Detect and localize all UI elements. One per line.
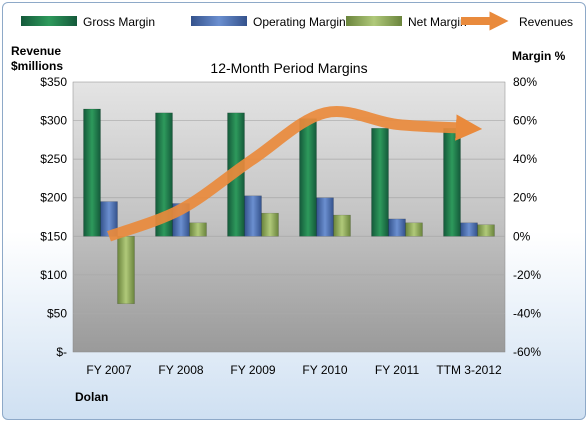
bar-net-margin-fy-2007 — [117, 236, 135, 305]
margins-chart: Gross Margin Operating Margin Net Margin Re… — [11, 11, 573, 404]
bar-net-margin-fy-2010 — [333, 214, 351, 237]
bar-net-margin-ttm-3-2012 — [477, 224, 495, 237]
right-tick-label: -60% — [513, 345, 541, 359]
bar-gross-margin-fy-2008 — [155, 112, 173, 237]
footer-label: Dolan — [75, 390, 108, 404]
legend-label-revenues: Revenues — [519, 15, 573, 29]
left-axis-ticks: $350 $300 $250 $200 $150 $100 $50 $- — [40, 75, 67, 359]
left-tick-label: $200 — [40, 191, 67, 205]
right-axis-ticks: 80% 60% 40% 20% 0% -20% -40% -60% — [513, 75, 541, 359]
category-label: FY 2010 — [302, 363, 347, 377]
revenue-line — [107, 106, 483, 242]
right-tick-label: 40% — [513, 152, 537, 166]
bar-net-margin-fy-2009 — [261, 212, 279, 237]
category-label: TTM 3-2012 — [436, 363, 502, 377]
bar-gross-margin-ttm-3-2012 — [443, 128, 461, 237]
right-tick-label: 0% — [513, 229, 531, 243]
chart-legend: Gross Margin Operating Margin Net Margin Re… — [21, 11, 573, 31]
legend-swatch-gross-margin — [21, 16, 77, 26]
right-axis-label: Margin % — [512, 49, 566, 63]
right-tick-label: 60% — [513, 114, 537, 128]
revenues-line-path — [107, 106, 483, 242]
category-label: FY 2009 — [230, 363, 275, 377]
left-axis-label-line2: $millions — [11, 59, 63, 73]
left-tick-label: $250 — [40, 152, 67, 166]
bar-gross-margin-fy-2011 — [371, 128, 389, 237]
left-tick-label: $- — [56, 345, 67, 359]
right-tick-label: 20% — [513, 191, 537, 205]
legend-swatch-operating-margin — [191, 16, 247, 26]
category-label: FY 2011 — [375, 363, 420, 377]
category-labels: FY 2007 FY 2008 FY 2009 FY 2010 FY 2011 TTM 3… — [86, 363, 502, 377]
right-tick-label: -40% — [513, 306, 541, 320]
bar-net-margin-fy-2011 — [405, 222, 423, 237]
bar-operating-margin-fy-2010 — [316, 197, 334, 237]
chart-title: 12-Month Period Margins — [210, 60, 367, 76]
left-tick-label: $50 — [47, 306, 67, 320]
legend-label-operating-margin: Operating Margin — [253, 15, 346, 29]
left-tick-label: $150 — [40, 229, 67, 243]
bar-gross-margin-fy-2010 — [299, 118, 317, 237]
category-label: FY 2008 — [158, 363, 203, 377]
right-tick-label: -20% — [513, 268, 541, 282]
legend-swatch-net-margin — [346, 16, 402, 26]
bar-net-margin-fy-2008 — [189, 222, 207, 237]
right-tick-label: 80% — [513, 75, 537, 89]
left-axis-label-line1: Revenue — [11, 44, 61, 58]
category-label: FY 2007 — [86, 363, 131, 377]
gridlines — [73, 120, 505, 314]
legend-label-net-margin: Net Margin — [408, 15, 467, 29]
bar-gross-margin-fy-2007 — [83, 108, 101, 237]
left-tick-label: $300 — [40, 114, 67, 128]
bar-operating-margin-fy-2011 — [388, 218, 406, 237]
bar-operating-margin-fy-2009 — [244, 195, 262, 237]
left-tick-label: $100 — [40, 268, 67, 282]
legend-label-gross-margin: Gross Margin — [83, 15, 155, 29]
bar-operating-margin-ttm-3-2012 — [460, 222, 478, 237]
left-tick-label: $350 — [40, 75, 67, 89]
